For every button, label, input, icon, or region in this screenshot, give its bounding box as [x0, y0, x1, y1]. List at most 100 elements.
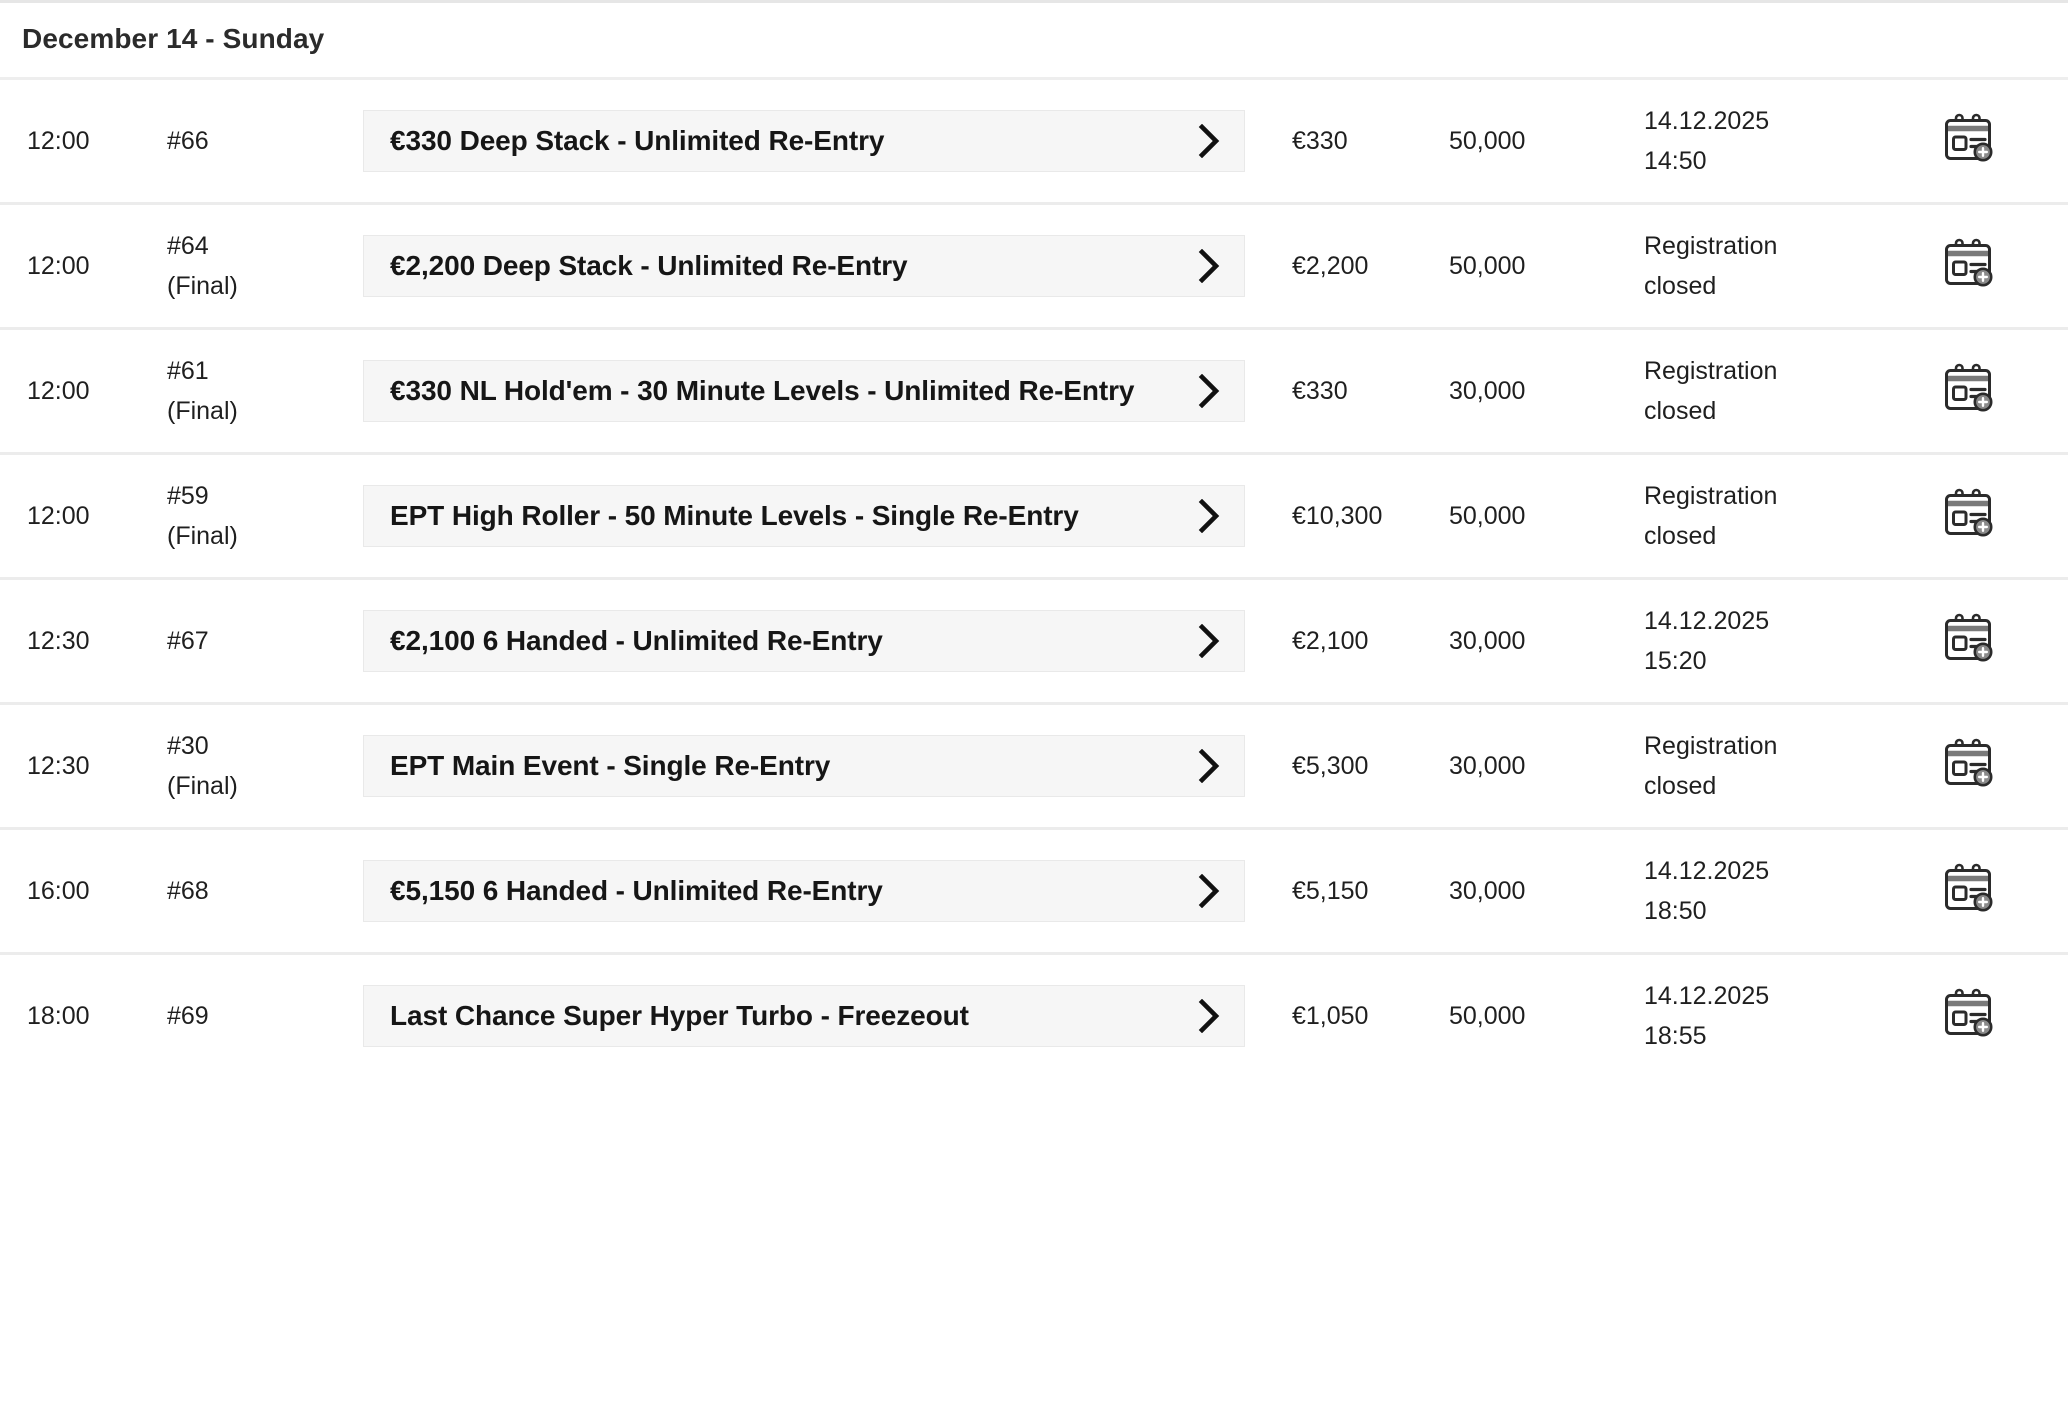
add-to-calendar-cell: [1930, 202, 2068, 329]
event-name-cell: €330 Deep Stack - Unlimited Re-Entry: [337, 77, 1265, 204]
event-name-cell: Last Chance Super Hyper Turbo - Freezeou…: [337, 952, 1265, 1077]
event-buyin: €10,300: [1265, 452, 1422, 579]
registration-line-2: 15:20: [1644, 647, 1707, 675]
registration-status-cell: Registration closed: [1620, 702, 1930, 829]
event-number: #61: [167, 356, 209, 385]
event-number: #59: [167, 481, 209, 510]
add-to-calendar-cell: [1930, 452, 2068, 579]
calendar-add-icon[interactable]: [1942, 738, 1996, 790]
event-number: #64: [167, 231, 209, 260]
event-start-time: 12:00: [0, 327, 143, 454]
event-final-label: (Final): [167, 397, 238, 425]
calendar-add-icon[interactable]: [1942, 613, 1996, 665]
event-detail-button[interactable]: €2,100 6 Handed - Unlimited Re-Entry: [363, 610, 1245, 672]
event-buyin: €5,150: [1265, 827, 1422, 954]
add-to-calendar-cell: [1930, 327, 2068, 454]
event-start-time: 12:00: [0, 77, 143, 204]
event-number-cell: #69: [143, 952, 337, 1077]
registration-status-cell: Registration closed: [1620, 327, 1930, 454]
calendar-add-icon[interactable]: [1942, 488, 1996, 540]
table-row: 12:00 #61 (Final) €330 NL Hold'em - 30 Minu…: [0, 327, 2068, 454]
registration-line-1: Registration: [1644, 231, 1778, 260]
event-name-cell: €2,100 6 Handed - Unlimited Re-Entry: [337, 577, 1265, 704]
registration-status-cell: 14.12.2025 18:50: [1620, 827, 1930, 954]
event-number: #67: [167, 626, 209, 655]
registration-status-cell: 14.12.2025 14:50: [1620, 77, 1930, 204]
registration-line-1: Registration: [1644, 731, 1778, 760]
event-detail-button[interactable]: €5,150 6 Handed - Unlimited Re-Entry: [363, 860, 1245, 922]
registration-line-2: closed: [1644, 772, 1717, 800]
event-buyin: €2,200: [1265, 202, 1422, 329]
chevron-right-icon: [1196, 749, 1222, 783]
event-starting-stack: 30,000: [1422, 577, 1620, 704]
event-name-cell: €330 NL Hold'em - 30 Minute Levels - Unl…: [337, 327, 1265, 454]
day-header-label: December 14 - Sunday: [22, 23, 325, 54]
event-starting-stack: 50,000: [1422, 452, 1620, 579]
event-final-label: (Final): [167, 272, 238, 300]
day-header-row: December 14 - Sunday: [0, 0, 2068, 80]
tournament-schedule-table: December 14 - Sunday 12:00 #66 €330 Deep S…: [0, 0, 2068, 1077]
calendar-add-icon[interactable]: [1942, 863, 1996, 915]
event-start-time: 12:30: [0, 577, 143, 704]
event-start-time: 12:00: [0, 202, 143, 329]
chevron-right-icon: [1196, 249, 1222, 283]
calendar-add-icon[interactable]: [1942, 988, 1996, 1040]
table-row: 12:30 #30 (Final) EPT Main Event - Single R…: [0, 702, 2068, 829]
event-title: €330 Deep Stack - Unlimited Re-Entry: [390, 125, 885, 157]
add-to-calendar-cell: [1930, 702, 2068, 829]
event-buyin: €330: [1265, 327, 1422, 454]
registration-line-1: 14.12.2025: [1644, 606, 1770, 635]
registration-line-1: Registration: [1644, 481, 1778, 510]
registration-line-2: 14:50: [1644, 147, 1707, 175]
event-start-time: 16:00: [0, 827, 143, 954]
event-title: €2,200 Deep Stack - Unlimited Re-Entry: [390, 250, 908, 282]
add-to-calendar-cell: [1930, 827, 2068, 954]
event-number-cell: #68: [143, 827, 337, 954]
event-number-cell: #66: [143, 77, 337, 204]
registration-line-2: closed: [1644, 397, 1717, 425]
event-buyin: €5,300: [1265, 702, 1422, 829]
add-to-calendar-cell: [1930, 952, 2068, 1077]
chevron-right-icon: [1196, 624, 1222, 658]
event-detail-button[interactable]: €330 NL Hold'em - 30 Minute Levels - Unl…: [363, 360, 1245, 422]
registration-line-1: 14.12.2025: [1644, 856, 1770, 885]
table-row: 16:00 #68 €5,150 6 Handed - Unlimited Re-E…: [0, 827, 2068, 954]
registration-line-1: Registration: [1644, 356, 1778, 385]
chevron-right-icon: [1196, 874, 1222, 908]
event-detail-button[interactable]: EPT High Roller - 50 Minute Levels - Sin…: [363, 485, 1245, 547]
table-row: 12:00 #59 (Final) EPT High Roller - 50 Minu…: [0, 452, 2068, 579]
event-detail-button[interactable]: Last Chance Super Hyper Turbo - Freezeou…: [363, 985, 1245, 1047]
event-starting-stack: 30,000: [1422, 702, 1620, 829]
event-name-cell: EPT Main Event - Single Re-Entry: [337, 702, 1265, 829]
calendar-add-icon[interactable]: [1942, 238, 1996, 290]
registration-line-2: closed: [1644, 522, 1717, 550]
event-final-label: (Final): [167, 522, 238, 550]
event-starting-stack: 50,000: [1422, 77, 1620, 204]
event-name-cell: €5,150 6 Handed - Unlimited Re-Entry: [337, 827, 1265, 954]
table-row: 12:00 #66 €330 Deep Stack - Unlimited Re-E…: [0, 77, 2068, 204]
event-title: EPT Main Event - Single Re-Entry: [390, 750, 831, 782]
event-number-cell: #61 (Final): [143, 327, 337, 454]
event-number: #66: [167, 126, 209, 155]
add-to-calendar-cell: [1930, 77, 2068, 204]
event-detail-button[interactable]: EPT Main Event - Single Re-Entry: [363, 735, 1245, 797]
chevron-right-icon: [1196, 374, 1222, 408]
registration-status-cell: 14.12.2025 15:20: [1620, 577, 1930, 704]
calendar-add-icon[interactable]: [1942, 363, 1996, 415]
event-buyin: €1,050: [1265, 952, 1422, 1077]
event-number: #30: [167, 731, 209, 760]
event-final-label: (Final): [167, 772, 238, 800]
chevron-right-icon: [1196, 124, 1222, 158]
calendar-add-icon[interactable]: [1942, 113, 1996, 165]
event-starting-stack: 50,000: [1422, 952, 1620, 1077]
event-number-cell: #67: [143, 577, 337, 704]
event-title: Last Chance Super Hyper Turbo - Freezeou…: [390, 1000, 969, 1032]
chevron-right-icon: [1196, 999, 1222, 1033]
event-title: €330 NL Hold'em - 30 Minute Levels - Unl…: [390, 375, 1135, 407]
event-number-cell: #64 (Final): [143, 202, 337, 329]
event-start-time: 18:00: [0, 952, 143, 1077]
registration-status-cell: 14.12.2025 18:55: [1620, 952, 1930, 1077]
event-detail-button[interactable]: €330 Deep Stack - Unlimited Re-Entry: [363, 110, 1245, 172]
event-detail-button[interactable]: €2,200 Deep Stack - Unlimited Re-Entry: [363, 235, 1245, 297]
event-number: #68: [167, 876, 209, 905]
